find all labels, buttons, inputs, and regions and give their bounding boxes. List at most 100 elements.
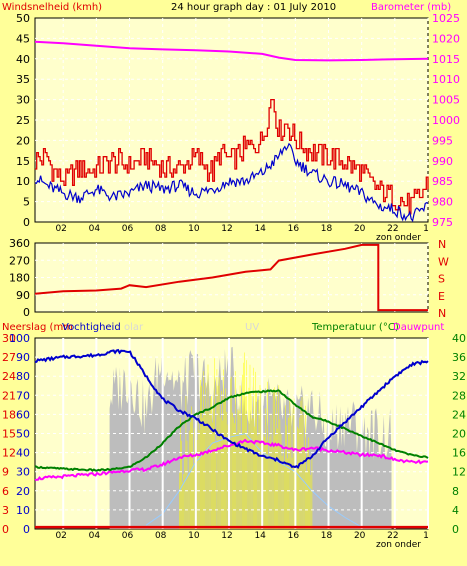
humidity-xtick-label: 1: [423, 531, 429, 541]
temperature-ytick-label: 4: [452, 504, 459, 517]
wind-xtick-label: 08: [155, 224, 167, 234]
humidity-ytick-label: 50: [16, 428, 30, 441]
chart-title: 24 hour graph day : 01 July 2010: [171, 2, 336, 13]
direction-series: [34, 243, 428, 312]
compass-label-w: W: [438, 255, 449, 268]
humidity-ytick-label: 10: [16, 504, 30, 517]
humidity-xtick-label: 08: [155, 531, 167, 541]
wind-xtick-label: 18: [321, 224, 333, 234]
barometer-ytick-label: 985: [432, 175, 453, 188]
barometer-ytick-label: 975: [432, 216, 453, 229]
temperature-ytick-label: 36: [452, 351, 466, 364]
humidity-gridlines: [35, 338, 429, 529]
wind-ytick-label: 45: [16, 32, 30, 45]
rain-ytick-label: 18: [2, 408, 16, 421]
wind-ytick-label: 35: [16, 73, 30, 86]
wind-xtick-label: 12: [221, 224, 232, 234]
humidity-xtick-label: 20: [354, 531, 366, 541]
humidity-xtick-label: 22: [387, 531, 398, 541]
wind-series: [34, 40, 429, 223]
humidity-ytick-label: 0: [23, 523, 30, 536]
temperature-ytick-label: 20: [452, 428, 466, 441]
wind-xtick-label: 1: [423, 224, 429, 234]
sunset-label-bottom: zon onder: [376, 540, 421, 550]
wind-ytick-label: 25: [16, 114, 30, 127]
temperature-ytick-label: 12: [452, 466, 466, 479]
uv-axis-title: UV: [245, 322, 259, 333]
wind-xtick-label: 22: [387, 224, 398, 234]
wind-panel: [34, 17, 429, 223]
barometer-ytick-label: 990: [432, 155, 453, 168]
humidity-ytick-label: 100: [9, 332, 30, 345]
rain-ytick-label: 27: [2, 351, 16, 364]
humidity-ytick-label: 90: [16, 351, 30, 364]
humidity-xtick-label: 14: [254, 531, 266, 541]
humidity-line: [34, 348, 429, 470]
wind-axes: 0510152025303540455097598098599099510001…: [16, 12, 460, 234]
direction-axes: 0 90 180 270 360: [9, 237, 30, 319]
direction-line: [34, 243, 428, 312]
compass-label-s: S: [438, 273, 445, 286]
rain-ytick-label: 21: [2, 389, 16, 402]
solar-area: [109, 346, 392, 529]
compass-label-n: N: [438, 307, 446, 320]
humidity-xtick-label: 16: [288, 531, 300, 541]
barometer-ytick-label: 1020: [432, 32, 460, 45]
humidity-axes: 0369121518212427300102030405060708090100…: [2, 332, 466, 541]
barometer-line: [34, 40, 429, 62]
temperature-ytick-label: 8: [452, 485, 459, 498]
barometer-ytick-label: 1015: [432, 53, 460, 66]
sunset-label-top: zon onder: [376, 233, 421, 243]
temperature-ytick-label: 0: [452, 523, 459, 536]
wind-avg-line: [34, 142, 429, 223]
humidity-ytick-label: 60: [16, 408, 30, 421]
temperature-ytick-label: 28: [452, 389, 466, 402]
barometer-ytick-label: 1005: [432, 94, 460, 107]
barometer-ytick-label: 1025: [432, 12, 460, 25]
direction-ytick-label: 270: [9, 254, 30, 267]
solar-axis-title: olar: [124, 322, 144, 333]
humidity-ytick-label: 40: [16, 447, 30, 460]
temperature-axis-title: Temperatuur (°C): [311, 322, 399, 333]
direction-ytick-label: 0: [23, 306, 30, 319]
rain-ytick-label: 24: [2, 370, 16, 383]
dewpoint-line: [34, 438, 429, 482]
humidity-xtick-label: 18: [321, 531, 333, 541]
direction-ytick-label: 90: [16, 289, 30, 302]
humidity-xtick-label: 10: [188, 531, 200, 541]
solar-uv-fill: [109, 346, 392, 529]
humidity-xtick-label: 12: [221, 531, 232, 541]
wind-xtick-label: 14: [254, 224, 266, 234]
humidity-axis-title: Vochtigheid: [62, 322, 121, 333]
humidity-xtick-label: 04: [89, 531, 101, 541]
wind-ytick-label: 5: [23, 196, 30, 209]
temperature-line: [34, 389, 429, 472]
humidity-ytick-label: 80: [16, 370, 30, 383]
barometer-axis-title: Barometer (mb): [371, 2, 451, 13]
wind-xtick-label: 04: [89, 224, 101, 234]
barometer-ytick-label: 1000: [432, 114, 460, 127]
wind-ytick-label: 40: [16, 53, 30, 66]
humidity-ytick-label: 70: [16, 389, 30, 402]
wind-ytick-label: 20: [16, 134, 30, 147]
dewpoint-axis-title: Dauwpunt: [393, 322, 444, 333]
rain-ytick-label: 3: [2, 504, 9, 517]
barometer-ytick-label: 1010: [432, 73, 460, 86]
humidity-ytick-label: 30: [16, 466, 30, 479]
compass-label-e: E: [438, 290, 445, 303]
wind-gust-line: [35, 98, 429, 215]
direction-ytick-label: 360: [9, 237, 30, 250]
wind-ytick-label: 10: [16, 175, 30, 188]
wind-xtick-label: 20: [354, 224, 366, 234]
rain-ytick-label: 9: [2, 466, 9, 479]
rain-ytick-label: 0: [2, 523, 9, 536]
humidity-ytick-label: 20: [16, 485, 30, 498]
rain-ytick-label: 12: [2, 447, 16, 460]
direction-panel: [34, 242, 429, 313]
wind-xtick-label: 16: [288, 224, 300, 234]
humidity-xtick-label: 02: [55, 531, 66, 541]
wind-ytick-label: 15: [16, 155, 30, 168]
temperature-ytick-label: 40: [452, 332, 466, 345]
